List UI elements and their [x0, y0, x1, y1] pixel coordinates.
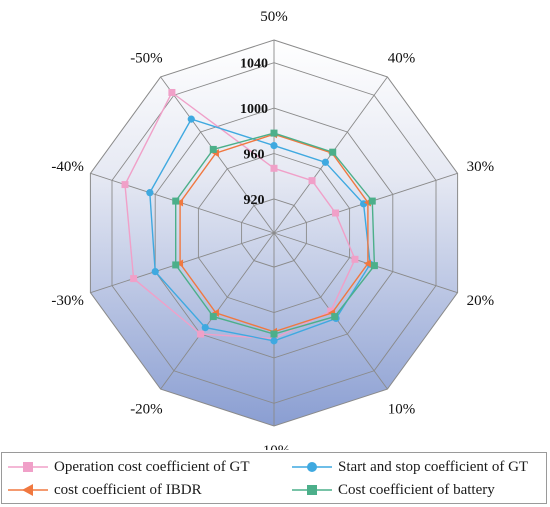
radar-labels: 920 960 1000 1040 50% 40% 30% 20% 10% -10% -20% -30… — [51, 9, 494, 450]
legend-label: Cost coefficient of battery — [338, 481, 495, 498]
legend-item-gt-operation: Operation cost coefficient of GT — [8, 457, 249, 477]
category-label: -50% — [130, 50, 163, 66]
data-point — [270, 330, 278, 338]
data-point — [168, 88, 176, 96]
data-point — [209, 313, 217, 321]
data-point — [172, 197, 180, 205]
data-point — [146, 189, 154, 197]
data-point — [211, 308, 219, 317]
data-point — [270, 129, 278, 137]
legend-marker-square-pink — [8, 462, 48, 472]
data-point — [121, 181, 129, 189]
radial-tick-label: 1040 — [240, 57, 268, 72]
legend-label: cost coefficient of IBDR — [54, 481, 202, 498]
legend-item-gt-startstop: Start and stop coefficient of GT — [292, 457, 528, 477]
legend-item-ibdr: cost coefficient of IBDR — [8, 480, 202, 500]
category-label: -20% — [130, 402, 163, 418]
category-label: 40% — [388, 50, 416, 66]
category-label: 50% — [260, 9, 288, 25]
data-point — [176, 198, 184, 207]
data-point — [308, 177, 316, 185]
legend-marker-triangle-orange — [8, 484, 48, 496]
radial-tick-label: 960 — [244, 148, 265, 163]
data-point — [130, 275, 138, 283]
data-point — [332, 209, 340, 217]
data-point — [187, 115, 195, 123]
data-point — [270, 164, 278, 172]
legend-marker-square-green — [292, 485, 332, 495]
data-point — [351, 255, 359, 263]
category-label: -40% — [51, 159, 84, 175]
data-point — [176, 259, 184, 268]
radial-tick-label: 1000 — [240, 102, 268, 117]
data-point — [209, 145, 217, 153]
legend-label: Operation cost coefficient of GT — [54, 458, 250, 475]
data-point — [151, 267, 159, 276]
category-label: 30% — [467, 159, 495, 175]
category-label: 10% — [388, 402, 416, 418]
legend-label: Start and stop coefficient of GT — [338, 458, 529, 475]
legend-marker-circle-blue — [292, 462, 332, 472]
data-point — [321, 158, 329, 166]
series-3 — [172, 129, 378, 338]
data-point — [201, 324, 209, 332]
data-point — [197, 330, 205, 338]
legend-item-battery: Cost coefficient of battery — [292, 480, 495, 500]
radar-chart: 920 960 1000 1040 50% 40% 30% 20% 10% -10% -20% -30… — [51, 9, 494, 450]
radar-series — [121, 88, 378, 345]
data-point — [270, 337, 278, 345]
data-point — [368, 197, 376, 205]
data-point — [327, 307, 335, 315]
data-point — [211, 149, 219, 158]
data-point — [331, 313, 339, 321]
data-point — [329, 148, 337, 156]
radial-tick-label: 920 — [244, 193, 265, 208]
data-point — [172, 261, 180, 269]
radar-grid — [89, 39, 459, 427]
chart-legend: Operation cost coefficient of GT Start a… — [1, 452, 547, 504]
data-point — [370, 262, 378, 270]
category-label: -10% — [258, 443, 291, 450]
category-label: 20% — [467, 293, 495, 309]
category-label: -30% — [51, 293, 84, 309]
data-point — [363, 259, 371, 268]
data-point — [270, 141, 278, 150]
